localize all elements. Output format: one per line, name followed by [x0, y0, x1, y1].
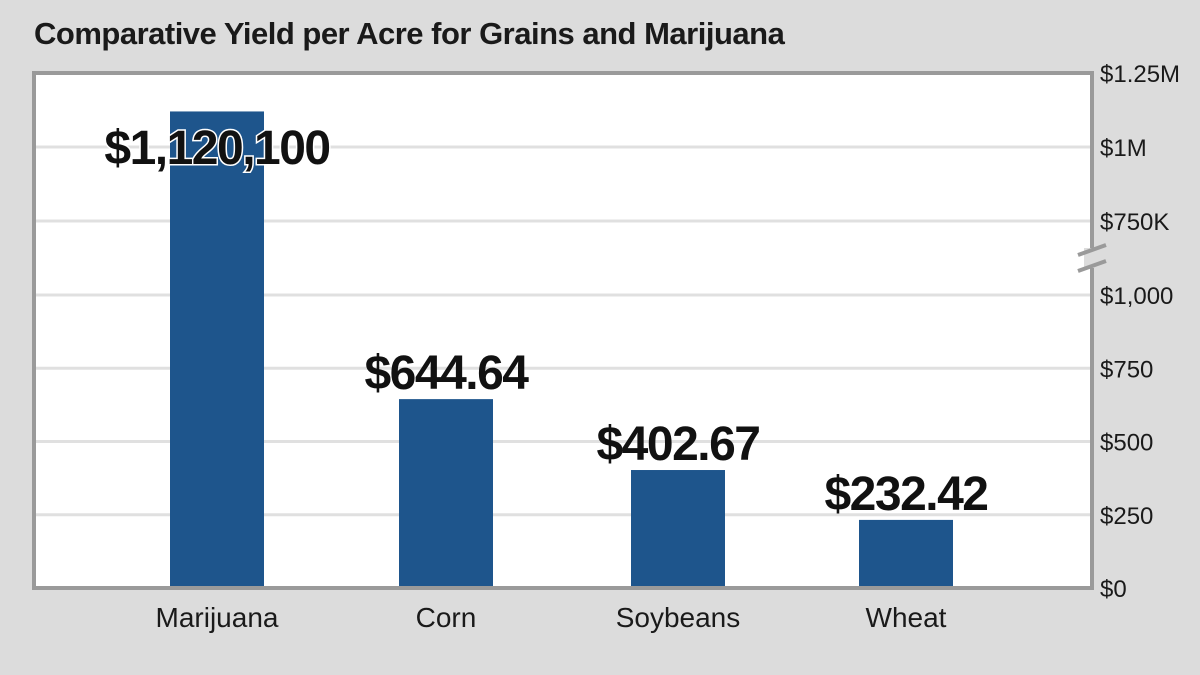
data-labels: $1,120,100 $644.64 $402.67 $232.42: [103, 121, 989, 521]
y-axis-tick-labels: $0 $250 $500 $750 $1,000 $750K $1M $1.25M: [1100, 61, 1180, 603]
y-tick-label: $1M: [1100, 135, 1147, 162]
plot-frame: [32, 71, 1094, 590]
x-category-label: Marijuana: [156, 602, 279, 633]
data-label: $402.67: [596, 418, 759, 471]
data-label: $232.42: [824, 468, 987, 521]
axis-break-mark: [1077, 243, 1107, 257]
axis-break-mark: [1077, 259, 1107, 273]
y-tick-label: $1.25M: [1100, 61, 1180, 88]
axis-break-icon: [1077, 243, 1107, 273]
bar: [631, 470, 725, 588]
x-axis-category-labels: Marijuana Corn Soybeans Wheat: [156, 602, 947, 633]
y-tick-label: $750K: [1100, 209, 1169, 236]
y-tick-label: $750: [1100, 356, 1153, 383]
bar: [170, 111, 264, 588]
data-label: $1,120,100: [104, 122, 329, 175]
x-category-label: Wheat: [866, 602, 947, 633]
y-tick-label: $250: [1100, 503, 1153, 530]
y-tick-label: $0: [1100, 576, 1127, 603]
x-category-label: Corn: [416, 602, 477, 633]
y-tick-label: $1,000: [1100, 283, 1173, 310]
x-category-label: Soybeans: [616, 602, 741, 633]
bar: [399, 399, 493, 588]
bar: [859, 519, 953, 588]
y-tick-label: $500: [1100, 430, 1153, 457]
chart-title: Comparative Yield per Acre for Grains an…: [34, 16, 785, 51]
data-label: $644.64: [364, 347, 529, 400]
bars: [170, 111, 953, 588]
